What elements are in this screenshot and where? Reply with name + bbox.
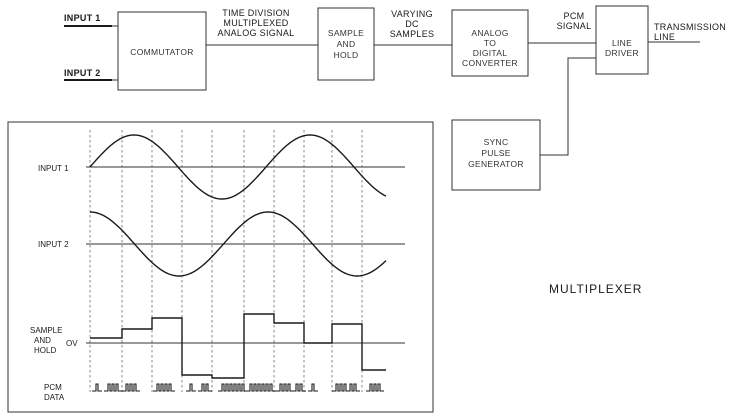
pcm-pulse-group [308, 383, 318, 392]
commutator-block [117, 11, 207, 91]
pcm-pulse-group [276, 383, 294, 392]
pcm-pulse-group [218, 383, 248, 392]
sync-label-line3: GENERATOR [468, 159, 524, 169]
sync-pulse-generator-block [451, 119, 541, 191]
sync-label-line1: SYNC [484, 137, 509, 147]
sample-hold-label-line2: AND [337, 39, 356, 49]
adc-label-line2: TO [484, 38, 496, 48]
timing-sample-hold-label-line2: AND [34, 336, 51, 345]
adc-label-line4: CONVERTER [462, 58, 518, 68]
varying-dc-label-line3: SAMPLES [390, 29, 435, 39]
line-driver-label-line1: LINE [612, 38, 632, 48]
timing-sample-hold-label-line3: HOLD [34, 346, 56, 355]
adc-label-line3: DIGITAL [473, 48, 508, 58]
line-driver-label-line2: DRIVER [605, 48, 639, 58]
pcm-data-pulse-train [92, 383, 384, 392]
sync-to-line-driver-wire [540, 57, 596, 156]
input-1-label: INPUT 1 [64, 13, 101, 23]
commutator-label: COMMUTATOR [130, 47, 193, 57]
pcm-signal-label-line1: PCM [564, 11, 585, 21]
pcm-pulse-group [346, 383, 360, 392]
tdm-signal-label-line2: MULTIPLEXED [223, 18, 288, 28]
pcm-pulse-group [122, 383, 140, 392]
sample-hold-label-line1: SAMPLE [328, 28, 364, 38]
pcm-pulse-group [186, 383, 196, 392]
timing-pcm-data-label-line1: PCM [44, 383, 62, 392]
sample-hold-waveform [90, 313, 386, 379]
pcm-pulse-group [246, 383, 276, 392]
input-2-label: INPUT 2 [64, 68, 101, 78]
pcm-pulse-group [292, 383, 306, 392]
input-1-waveform [89, 134, 387, 200]
timing-diagram-frame [7, 121, 434, 413]
line-driver-block [595, 5, 649, 75]
sync-label-line2: PULSE [481, 148, 510, 158]
transmission-label-line2: LINE [654, 32, 675, 42]
tdm-signal-label-line3: ANALOG SIGNAL [218, 28, 295, 38]
timing-input-2-label: INPUT 2 [38, 240, 69, 249]
pcm-pulse-group [366, 383, 384, 392]
input-2-waveform [89, 211, 387, 277]
adc-label-line1: ANALOG [471, 28, 508, 38]
timing-sample-hold-label-line1: SAMPLE [30, 326, 62, 335]
pcm-pulse-group [92, 383, 102, 392]
pcm-signal-label-line2: SIGNAL [557, 21, 592, 31]
timing-input-1-label: INPUT 1 [38, 164, 69, 173]
transmission-label-line1: TRANSMISSION [654, 22, 726, 32]
pcm-pulse-group [198, 383, 212, 392]
varying-dc-label-line2: DC [405, 19, 419, 29]
tdm-signal-label-line1: TIME DIVISION [222, 8, 289, 18]
varying-dc-label-line1: VARYING [391, 9, 433, 19]
pcm-pulse-group [104, 383, 122, 392]
pcm-pulse-group [153, 383, 175, 392]
pcm-pulse-group [332, 383, 350, 392]
sample-hold-label-line3: HOLD [334, 50, 359, 60]
sample-hold-block [317, 7, 375, 81]
sample-time-markers [89, 130, 363, 392]
multiplexer-caption: MULTIPLEXER [549, 282, 642, 296]
timing-pcm-data-label-line2: DATA [44, 393, 65, 402]
zero-volt-label: OV [66, 339, 78, 348]
